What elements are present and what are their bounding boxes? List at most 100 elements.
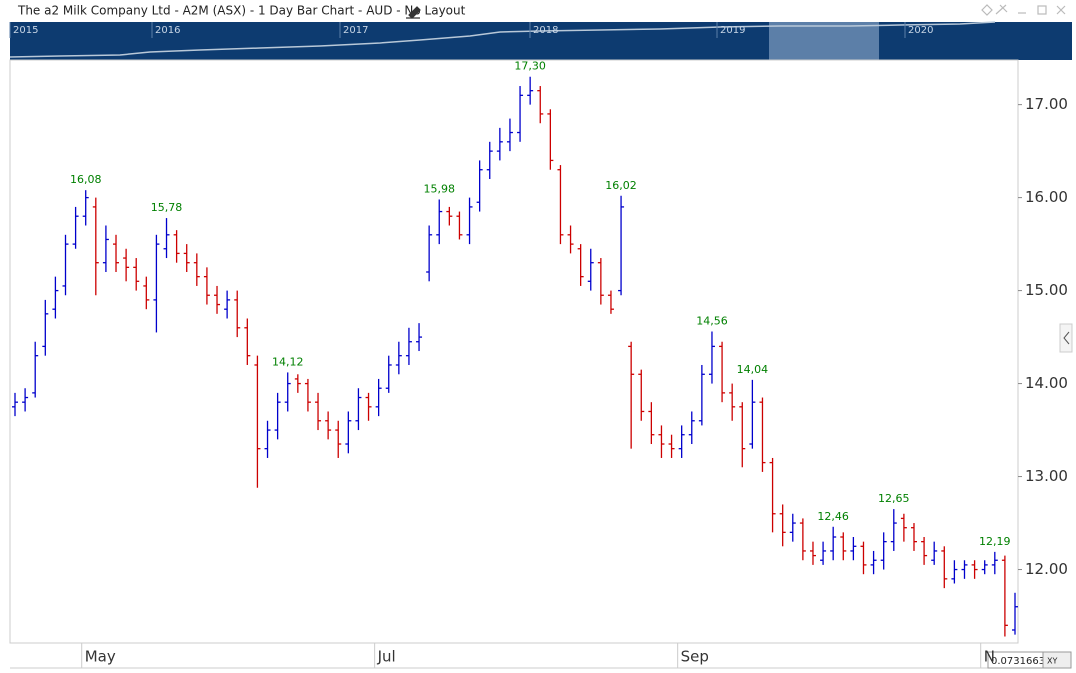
price-bar (234, 290, 241, 338)
price-bar (315, 392, 322, 431)
y-tick-label: 14.00 (1025, 374, 1068, 392)
price-bar (82, 190, 89, 226)
price-bar (638, 369, 645, 421)
readout-mode-box[interactable] (1042, 651, 1072, 669)
navigator-year: 2015 (13, 25, 38, 36)
price-bar (708, 331, 715, 384)
high-annotation: 12,65 (878, 492, 910, 505)
price-bar (537, 86, 544, 124)
price-bar (931, 541, 938, 565)
high-annotation: 14,56 (696, 315, 728, 328)
price-bar (749, 379, 756, 449)
price-bar (628, 341, 635, 449)
price-bar (203, 267, 210, 305)
price-bar (850, 537, 857, 561)
price-bar (294, 374, 301, 393)
price-bar (557, 165, 564, 245)
y-tick-label: 16.00 (1025, 188, 1068, 206)
price-bar (779, 504, 786, 547)
price-bar (405, 327, 412, 365)
price-bar (719, 341, 726, 403)
maximize-button[interactable] (1037, 5, 1047, 15)
price-bar (517, 86, 524, 142)
price-bar (92, 197, 99, 296)
price-bar (153, 234, 160, 333)
price-bar (173, 230, 180, 263)
readout-mode: XY (1047, 657, 1057, 666)
side-panel-toggle[interactable] (1059, 323, 1073, 353)
window-title: The a2 Milk Company Ltd - A2M (ASX) - 1 … (17, 4, 466, 18)
price-bar (123, 248, 130, 282)
price-bar (42, 299, 49, 356)
price-bar (799, 518, 806, 561)
price-bar (739, 402, 746, 468)
price-bar (244, 318, 251, 365)
price-bar (597, 258, 604, 305)
navigator-year: 2019 (720, 25, 745, 36)
readout-value: 0.0731663 (991, 656, 1045, 667)
y-tick-label: 17.00 (1025, 95, 1068, 113)
price-bar (830, 526, 837, 561)
price-bar (658, 425, 665, 458)
high-annotation: 16,02 (605, 179, 637, 192)
navigator-bg (10, 22, 1072, 60)
price-bar (163, 218, 170, 259)
price-bar (698, 364, 705, 426)
pin-button[interactable] (995, 4, 1008, 15)
x-tick-label: Sep (681, 648, 709, 666)
price-bar (214, 285, 221, 314)
x-tick-label: N (984, 648, 995, 666)
price-bar (436, 199, 443, 245)
price-bar (345, 411, 352, 454)
diamond-button[interactable] (981, 4, 993, 16)
price-bar (385, 355, 392, 393)
high-annotation: 17,30 (514, 60, 546, 73)
price-bar (870, 550, 877, 575)
price-bar (678, 425, 685, 458)
price-bar (12, 392, 18, 417)
high-annotation: 15,78 (151, 201, 183, 214)
high-annotation: 12,46 (817, 510, 849, 523)
navigator-window[interactable] (769, 22, 879, 60)
navigator-year: 2016 (155, 25, 180, 36)
navigator-year: 2020 (908, 25, 933, 36)
price-bar (1012, 592, 1018, 635)
price-bar (729, 383, 736, 421)
price-bar (254, 355, 261, 488)
price-bar (607, 290, 614, 314)
price-bar (304, 378, 311, 412)
price-bar (1001, 555, 1008, 637)
price-bar (668, 434, 675, 458)
price-bar (486, 141, 493, 180)
price-bar (426, 225, 433, 282)
price-bar (395, 341, 402, 375)
price-bar (284, 372, 291, 412)
y-tick-label: 13.00 (1025, 467, 1068, 485)
price-bar (809, 541, 816, 565)
navigator-line (9, 21, 996, 58)
price-bar (62, 234, 69, 296)
price-bar (193, 253, 200, 286)
price-bar (910, 523, 917, 551)
high-annotation: 15,98 (423, 182, 455, 195)
price-bar (820, 541, 827, 565)
navigator (9, 21, 1072, 60)
price-bar (527, 76, 534, 105)
price-bar (951, 560, 958, 584)
price-bar (688, 411, 695, 445)
edit-icon[interactable] (406, 6, 421, 19)
price-bar (183, 244, 190, 272)
x-tick-label: May (85, 648, 116, 666)
price-bar (325, 411, 332, 440)
price-bar (355, 388, 362, 431)
price-bar (264, 420, 271, 458)
price-bar (567, 225, 574, 254)
price-bar (547, 109, 554, 170)
price-bar (759, 397, 766, 472)
price-bar (102, 225, 109, 272)
price-bar (335, 420, 342, 458)
close-button[interactable] (1056, 5, 1066, 15)
y-tick-label: 15.00 (1025, 281, 1068, 299)
price-bar (416, 323, 423, 352)
price-bar (618, 195, 625, 296)
